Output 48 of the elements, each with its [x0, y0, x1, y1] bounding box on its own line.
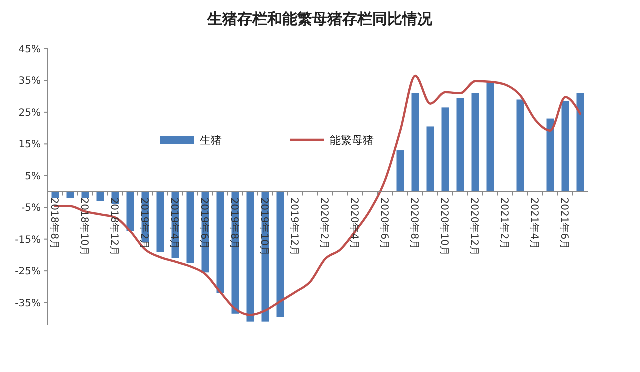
x-tick-label: 2021年2月 — [498, 198, 510, 250]
bar — [246, 192, 254, 322]
x-tick-label: 2020年12月 — [468, 198, 480, 256]
y-tick-label: 25% — [18, 108, 41, 119]
bar — [426, 126, 434, 192]
x-tick-label: 2020年6月 — [378, 198, 390, 250]
bar — [216, 192, 224, 294]
x-tick-label: 2019年10月 — [258, 198, 270, 256]
bar — [96, 192, 104, 202]
y-tick-label: 45% — [18, 44, 41, 56]
bar — [516, 100, 524, 192]
bar — [576, 93, 584, 192]
x-tick-label: 2019年4月 — [168, 198, 180, 250]
x-tick-label: 2020年4月 — [348, 198, 360, 250]
y-tick-label: -35% — [15, 298, 41, 310]
y-tick-label: 15% — [18, 140, 41, 151]
x-tick-label: 2021年6月 — [558, 198, 570, 250]
x-tick-label: 2019年2月 — [138, 198, 150, 250]
bar — [126, 192, 134, 232]
x-tick-label: 2019年12月 — [288, 198, 300, 256]
bar — [412, 93, 420, 192]
x-tick-label: 2020年8月 — [408, 198, 420, 250]
bar — [442, 108, 450, 192]
bar — [396, 150, 404, 192]
x-tick-label: 2020年10月 — [438, 198, 450, 256]
y-tick-label: 5% — [25, 171, 41, 182]
legend-label: 能繁母猪 — [330, 134, 374, 147]
x-tick-label: 2019年6月 — [198, 198, 210, 250]
bar — [186, 192, 194, 264]
bar — [562, 101, 570, 192]
x-tick-label: 2019年8月 — [228, 198, 240, 250]
y-tick-label: -15% — [15, 234, 41, 246]
x-tick-label: 2021年4月 — [528, 198, 540, 250]
x-tick-label: 2018年8月 — [48, 198, 60, 250]
y-tick-label: 35% — [18, 76, 41, 88]
bar — [156, 192, 164, 252]
bar — [486, 82, 494, 192]
x-tick-label: 2018年10月 — [78, 198, 90, 256]
legend-label: 生猪 — [200, 134, 222, 147]
y-tick-label: -25% — [15, 266, 41, 278]
x-tick-label: 2020年2月 — [318, 198, 330, 250]
chart-title: 生猪存栏和能繁母猪存栏同比情况 — [206, 10, 434, 28]
x-tick-label: 2018年12月 — [108, 198, 120, 256]
bar — [276, 192, 284, 318]
bar — [456, 98, 464, 192]
bar — [546, 118, 554, 192]
bar — [472, 93, 480, 192]
y-tick-label: -5% — [22, 203, 41, 214]
